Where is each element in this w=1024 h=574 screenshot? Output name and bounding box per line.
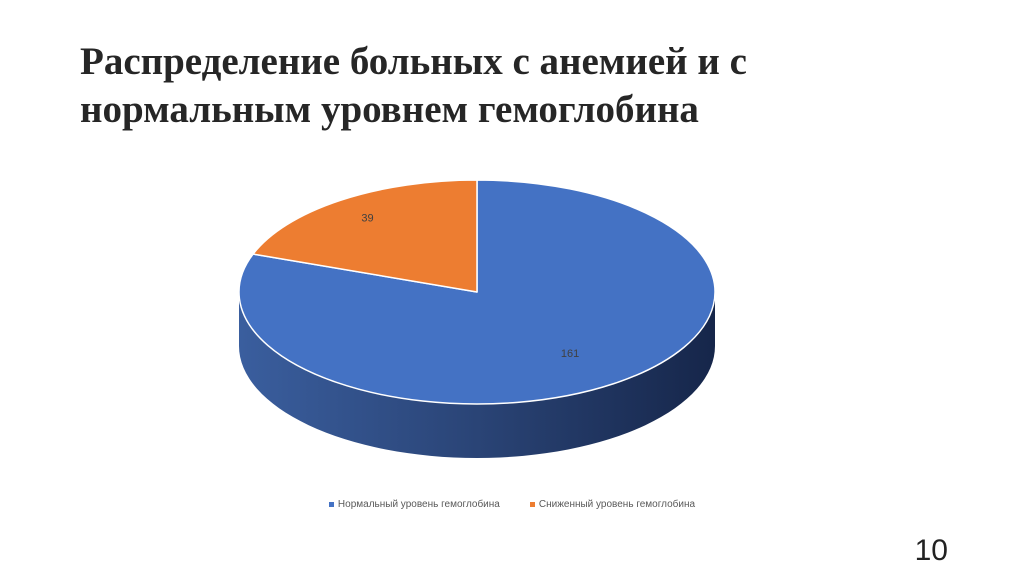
pie-top-group (238, 179, 716, 405)
page-number: 10 (914, 534, 948, 567)
pie-labels-group: 161 39 (361, 213, 579, 361)
slide-title-line-2: нормальным уровнем гемоглобина (80, 88, 699, 131)
slide-title-line-1: Распределение больных с анемией и с (80, 40, 747, 83)
legend-item-normal: Нормальный уровень гемоглобина (328, 499, 500, 510)
legend-label-normal: Нормальный уровень гемоглобина (337, 499, 500, 510)
data-label-reduced: 39 (361, 213, 373, 225)
data-label-normal: 161 (561, 348, 579, 360)
legend-swatch-normal (328, 502, 334, 507)
pie-side-group (239, 292, 715, 458)
legend-swatch-reduced (529, 502, 535, 507)
pie-slice-reduced (252, 179, 478, 293)
slide-title: Распределение больных с анемией и с норм… (80, 38, 960, 134)
legend-item-reduced: Сниженный уровень гемоглобина (529, 499, 696, 510)
pie-side-normal (239, 292, 715, 458)
chart-legend: Нормальный уровень гемоглобина Сниженный… (0, 499, 1024, 510)
legend-label-reduced: Сниженный уровень гемоглобина (538, 499, 696, 510)
